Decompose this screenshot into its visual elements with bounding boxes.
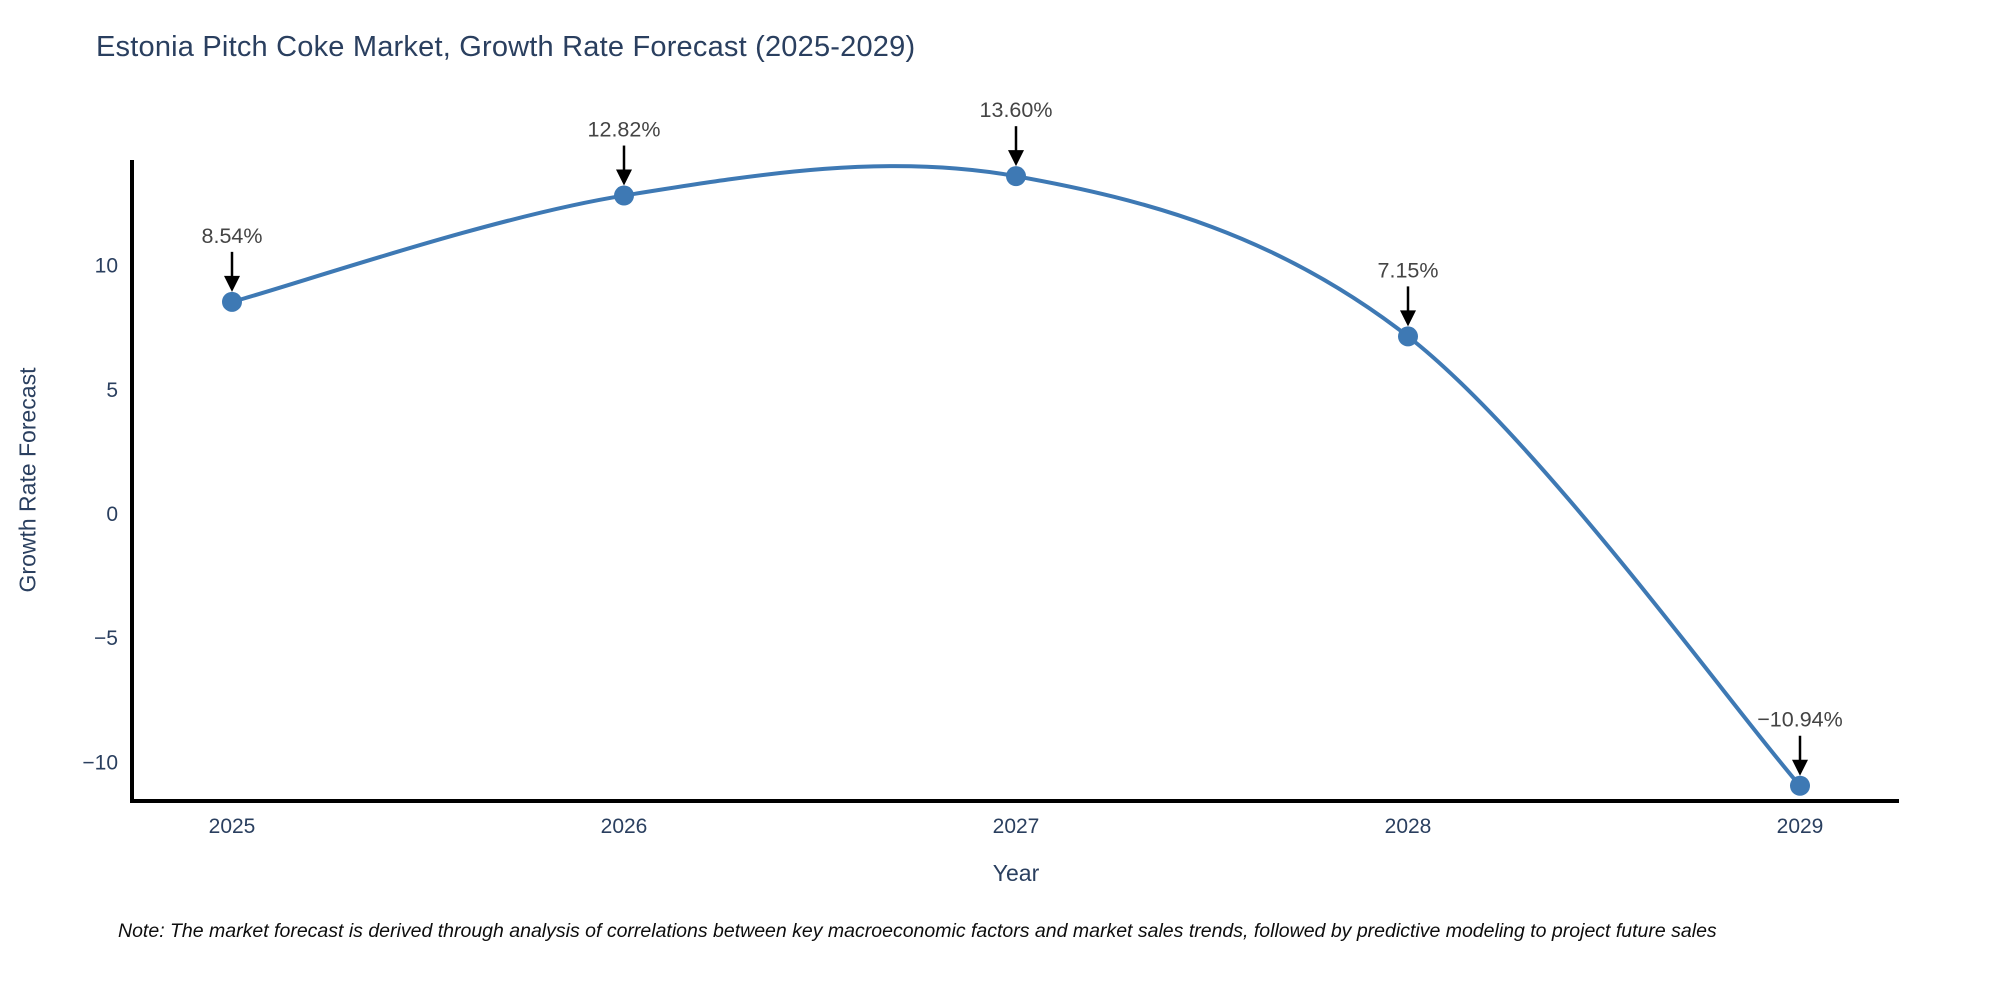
y-axis-tick-label: 0 <box>106 503 118 526</box>
y-axis-tick-label: −10 <box>82 751 118 774</box>
annotation-label: 7.15% <box>1378 258 1439 282</box>
axis-lines <box>130 160 1899 803</box>
annotation-label: 13.60% <box>980 98 1053 122</box>
x-axis-tick-label: 2025 <box>209 815 256 838</box>
trend-line <box>230 164 1802 788</box>
data-point-marker-2028 <box>1398 326 1418 347</box>
y-axis-tick-label: 10 <box>95 255 118 278</box>
chart-title: Estonia Pitch Coke Market, Growth Rate F… <box>96 31 916 63</box>
annotation-arrowhead-icon <box>1008 150 1024 167</box>
y-axis-tick-label: 5 <box>106 379 118 402</box>
annotation-arrowhead-icon <box>224 275 240 292</box>
x-axis-tick-label: 2026 <box>601 815 648 838</box>
annotation-label: 12.82% <box>588 118 661 142</box>
data-point-marker-2026 <box>614 185 634 206</box>
annotation-arrowhead-icon <box>616 169 632 186</box>
x-axis-tick-label: 2029 <box>1777 815 1824 838</box>
chart-footnote: Note: The market forecast is derived thr… <box>118 920 1717 942</box>
annotation-label: −10.94% <box>1757 708 1842 732</box>
annotation-arrowhead-icon <box>1792 759 1808 776</box>
annotation-arrowhead-icon <box>1400 310 1416 327</box>
annotation-label: 8.54% <box>202 224 263 248</box>
x-axis-tick-label: 2027 <box>993 815 1040 838</box>
y-axis-title: Growth Rate Forecast <box>14 367 41 593</box>
x-axis-title: Year <box>992 860 1040 886</box>
data-point-marker-2029 <box>1790 775 1810 796</box>
data-point-marker-2025 <box>222 291 242 312</box>
y-axis-tick-label: −5 <box>94 627 118 650</box>
x-axis-tick-label: 2028 <box>1385 815 1432 838</box>
data-point-marker-2027 <box>1006 166 1026 187</box>
